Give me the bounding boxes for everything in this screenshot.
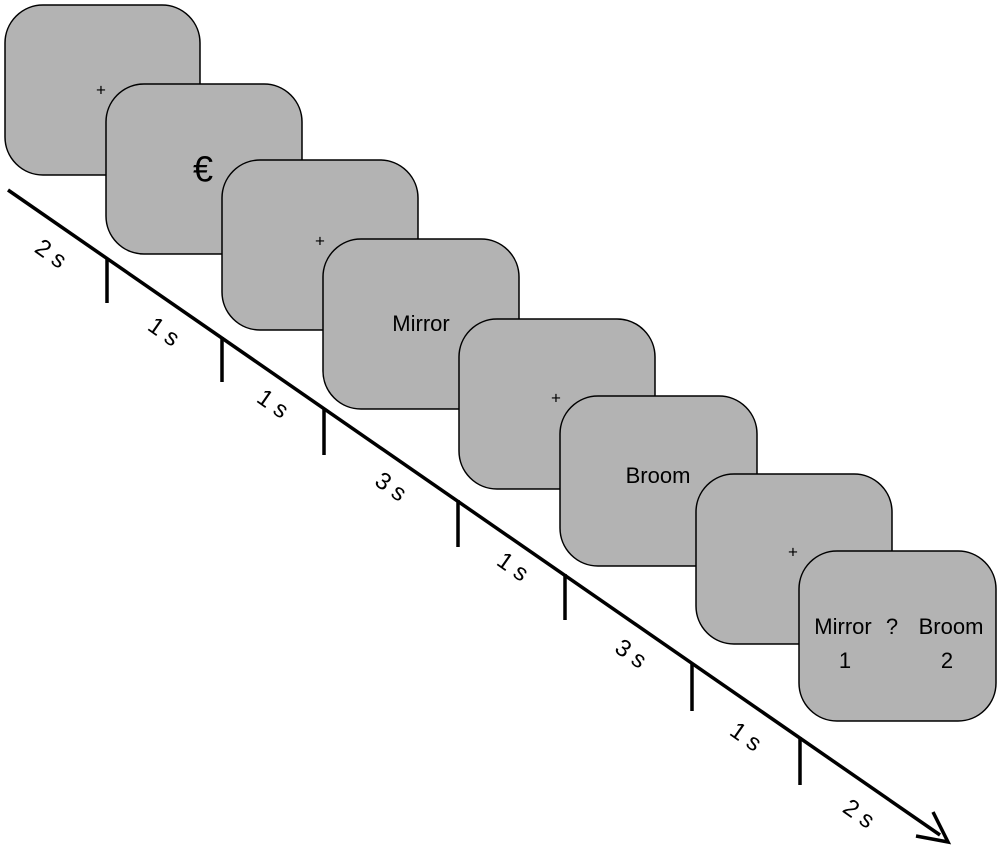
duration-label: 1 s (492, 547, 534, 587)
screen: Mirror ? Broom 1 2 (798, 550, 997, 722)
fixation-cross: + (788, 542, 798, 561)
word-stimulus: Mirror (392, 311, 449, 336)
fixation-cross: + (551, 388, 561, 407)
choice-word: Broom (919, 614, 984, 639)
choice-key: 1 (839, 648, 851, 673)
choice-separator: ? (886, 614, 898, 639)
duration-label: 3 s (370, 467, 412, 507)
choice-key: 2 (941, 648, 953, 673)
duration-label: 2 s (30, 234, 72, 274)
timeline-arrowhead (915, 811, 952, 845)
ticks (105, 258, 802, 785)
choice-word: Mirror (814, 614, 871, 639)
screen-frame (798, 550, 997, 722)
reward-cue: € (193, 149, 213, 190)
duration-label: 2 s (838, 794, 880, 834)
duration-label: 1 s (725, 717, 767, 757)
fixation-cross: + (315, 231, 325, 250)
timeline-axis (7, 188, 941, 837)
duration-label: 1 s (143, 312, 185, 352)
duration-label: 3 s (610, 634, 652, 674)
duration-label: 1 s (252, 384, 294, 424)
fixation-cross: + (96, 80, 106, 99)
word-stimulus: Broom (626, 463, 691, 488)
